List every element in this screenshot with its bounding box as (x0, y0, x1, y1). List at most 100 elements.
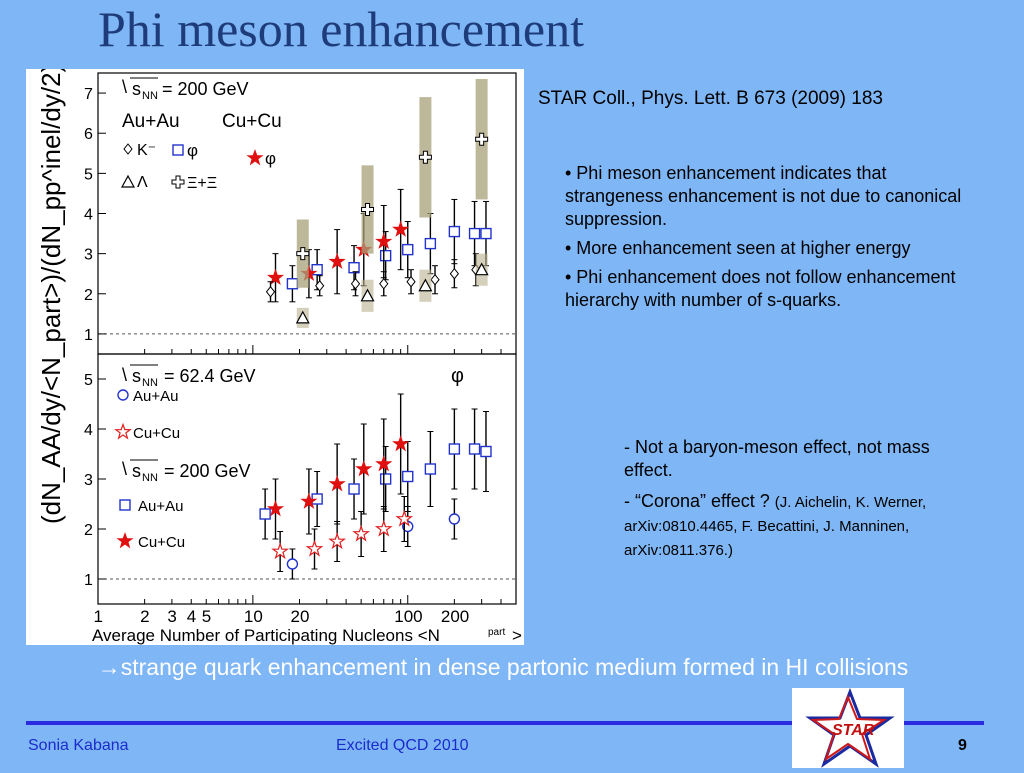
x-axis-title: Average Number of Participating Nucleons… (92, 626, 440, 645)
square-open-marker (379, 249, 392, 262)
sub-bullet-main: - “Corona” effect ? (624, 491, 775, 511)
star-filled-marker (375, 232, 393, 249)
x-tick-label: 100 (394, 607, 422, 626)
diamond-open-marker (379, 277, 389, 290)
sqrt-symbol: \ (122, 459, 127, 479)
conclusion-body: strange quark enhancement in dense parto… (120, 654, 909, 680)
sub-bullet-item: - “Corona” effect ? (J. Aichelin, K. Wer… (624, 490, 974, 562)
triangle-open-marker (120, 174, 136, 188)
y-tick-label: 2 (84, 522, 93, 539)
bullet-item: • More enhancement seen at higher energy (565, 238, 911, 258)
square-open-marker (402, 470, 414, 483)
star-open-marker (114, 422, 132, 440)
energy-value: = 200 GeV (162, 79, 249, 99)
star-filled-marker (246, 148, 264, 166)
energy-sub: NN (142, 377, 158, 389)
diamond-open-marker (315, 279, 325, 292)
triangle-open-marker (418, 278, 433, 292)
energy-label: s (132, 461, 141, 481)
star-filled-marker (266, 499, 285, 517)
star-logo: STAR (792, 687, 904, 768)
system-label: Au+Au (122, 111, 180, 132)
series-cross-open (296, 79, 489, 288)
x-tick-label: 4 (187, 607, 196, 626)
series-star-filled (266, 393, 410, 540)
star-open-marker (271, 542, 290, 560)
square-open-marker (448, 443, 461, 455)
system-label: Cu+Cu (222, 111, 282, 132)
x-tick-label: 10 (244, 607, 263, 626)
star-filled-marker (116, 531, 134, 549)
series-star-open (271, 496, 414, 572)
y-tick-label: 6 (84, 126, 93, 143)
cross-open-marker (361, 202, 375, 216)
star-filled-marker (300, 492, 318, 509)
y-tick-label: 4 (84, 207, 93, 224)
legend-label: Ξ+Ξ (187, 175, 217, 192)
legend-label: φ (187, 141, 198, 160)
square-open-marker (348, 483, 360, 495)
legend-label: Cu+Cu (133, 425, 180, 442)
diamond-open-marker (406, 275, 416, 288)
sqrt-symbol: \ (122, 77, 127, 97)
legend-label: Au+Au (138, 498, 183, 515)
square-open-marker (468, 443, 481, 455)
conclusion-text: →strange quark enhancement in dense part… (28, 650, 978, 684)
square-open-marker (348, 261, 360, 274)
energy-value: = 62.4 GeV (164, 366, 256, 386)
footer-author: Sonia Kabana (28, 737, 129, 754)
star-open-marker (395, 509, 414, 527)
footer-event: Excited QCD 2010 (336, 737, 469, 754)
arrow-icon: → (97, 654, 121, 680)
square-open-marker (311, 263, 323, 276)
x-tick-label: 3 (167, 607, 176, 626)
x-tick-label: 2 (140, 607, 149, 626)
diamond-open-marker (123, 143, 133, 155)
star-filled-marker (328, 252, 346, 269)
x-axis-bracket: > (512, 626, 522, 645)
square-open-marker (468, 227, 481, 240)
star-filled-marker (328, 474, 346, 492)
y-tick-label: 5 (84, 372, 93, 389)
triangle-open-marker (360, 288, 375, 302)
cross-open-marker (418, 150, 432, 164)
cross-open-marker (296, 247, 310, 261)
cross-open-marker (475, 132, 489, 146)
sub-bullet-refs: (J. Aichelin, K. Werner, arXiv:0810.4465… (624, 494, 927, 559)
diamond-open-marker (265, 285, 276, 298)
y-tick-label: 5 (84, 166, 93, 183)
sqrt-symbol: \ (122, 365, 127, 385)
particle-label: φ (451, 365, 464, 387)
series-triangle-open (295, 253, 489, 328)
sub-bullet-item: - Not a baryon-meson effect, not mass ef… (624, 437, 930, 480)
star-open-marker (305, 539, 324, 557)
star-filled-marker (355, 459, 373, 477)
legend-label: φ (265, 149, 276, 168)
cross-open-marker (171, 175, 185, 189)
bullet-list: • Phi meson enhancement indicates that s… (565, 162, 975, 318)
circle-open-marker (117, 389, 129, 401)
y-tick-label: 4 (84, 422, 93, 439)
square-open-marker (480, 445, 492, 458)
diamond-open-marker (350, 277, 361, 290)
energy-label: s (132, 366, 141, 386)
slide-title: Phi meson enhancement (98, 1, 584, 57)
diamond-open-marker (449, 267, 460, 280)
reference-citation: STAR Coll., Phys. Lett. B 673 (2009) 183 (538, 88, 883, 109)
star-filled-marker (266, 268, 285, 286)
circle-open-marker (286, 558, 299, 570)
legend-label: Au+Au (133, 388, 178, 405)
triangle-open-marker (295, 310, 310, 324)
square-open-marker (172, 144, 184, 156)
diamond-open-marker (430, 273, 440, 286)
y-tick-label: 7 (84, 86, 93, 103)
y-tick-label: 2 (84, 287, 93, 304)
star-filled-marker (392, 220, 410, 237)
circle-open-marker (448, 513, 461, 525)
square-open-marker (119, 499, 131, 511)
logo-text: STAR (832, 722, 875, 739)
square-open-marker (286, 278, 299, 290)
x-axis-sub: part (488, 627, 505, 638)
star-open-marker (328, 532, 347, 550)
